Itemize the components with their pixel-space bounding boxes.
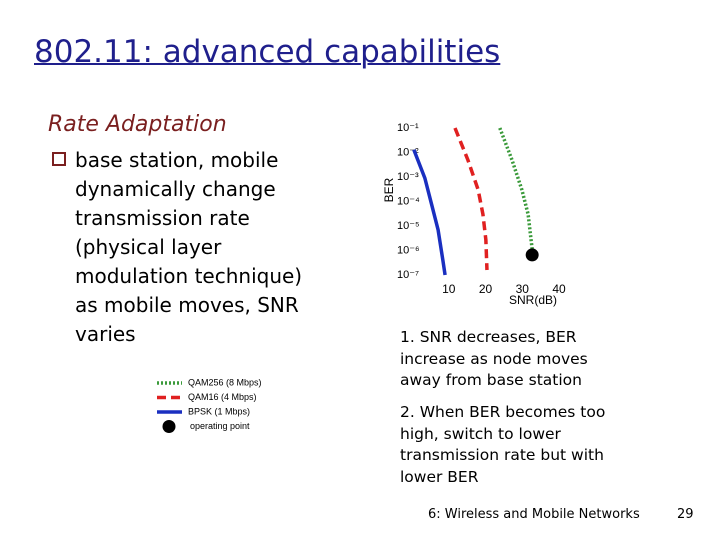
legend-label: BPSK (1 Mbps) [188,406,250,416]
line [498,127,535,256]
text-line: increase as node moves [400,349,588,368]
x-tick-label: 10 [442,282,456,296]
text-line: transmission rate but with [400,446,604,464]
y-tick-label: 10⁻⁴ [397,195,420,207]
bullet-marker [52,152,66,166]
legend-label: operating point [190,421,250,431]
text-line: as mobile moves, SNR [75,293,299,317]
note: 1. SNR decreases, BER increase as node mo… [400,327,588,392]
line [412,149,447,276]
note: 2. When BER becomes too high, switch to l… [400,402,605,488]
bullet-text: base station, mobile dynamically change tr… [75,146,302,349]
text-line: base station, mobile [75,148,279,172]
y-tick-label: 10⁻³ [397,171,419,183]
y-axis-label: BER [382,177,396,202]
y-tick-label: 10⁻⁶ [397,244,420,256]
text-line: high, switch to lower [400,424,561,443]
y-tick-label: 10⁻⁵ [397,220,420,232]
y-tick-label: 10⁻¹ [397,122,419,134]
text-line: lower BER [400,467,479,486]
legend-swatch [162,420,176,433]
slide-title: 802.11: advanced capabilities [34,34,501,70]
y-tick-label: 10⁻² [397,146,419,158]
x-tick-label: 20 [479,282,493,296]
operating-point [525,248,539,262]
x-tick-label: 40 [552,282,566,296]
page-number: 29 [677,507,694,522]
line [453,127,489,271]
subtitle: Rate Adaptation [48,112,227,137]
text-line: modulation technique) [75,264,303,288]
x-tick-label: 30 [516,282,530,296]
text-line: (physical layer [75,235,222,259]
text-line: 1. SNR decreases, BER [400,328,577,346]
footer: 6: Wireless and Mobile Networks [428,507,640,522]
text-line: dynamically change [75,177,276,201]
x-axis-label: SNR(dB) [509,293,557,307]
text-line: away from base station [400,371,582,389]
text-line: transmission rate [75,206,250,230]
text-line: 2. When BER becomes too [400,403,606,421]
y-tick-label: 10⁻⁷ [397,269,419,281]
text-line: varies [75,322,136,346]
legend-label: QAM256 (8 Mbps) [188,377,262,387]
legend-label: QAM16 (4 Mbps) [188,392,257,402]
